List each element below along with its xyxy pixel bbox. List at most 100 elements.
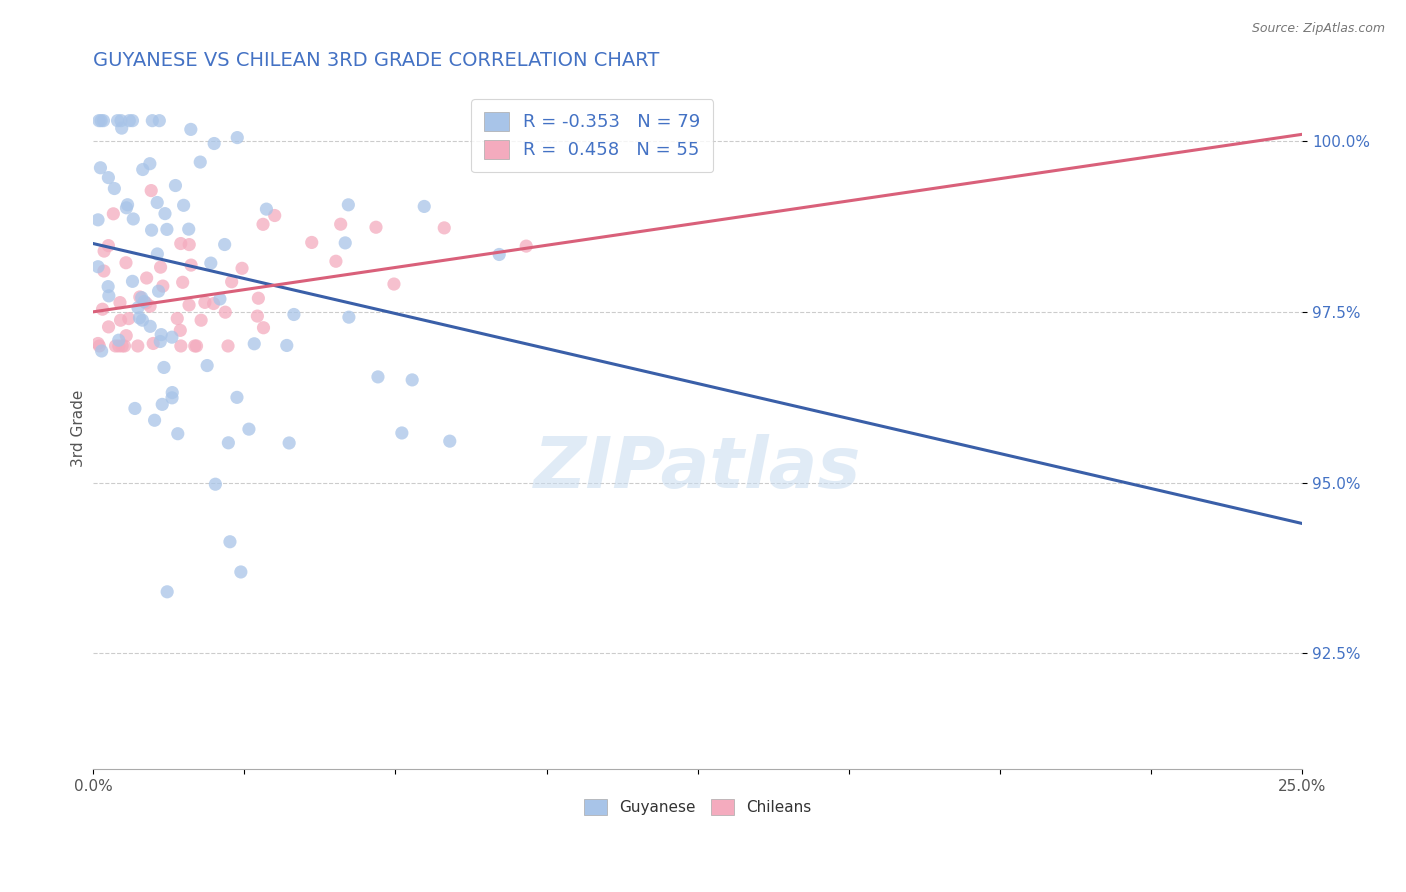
Point (117, 198, 139, 212)
Point (153, 206, 176, 220)
Point (382, 277, 405, 291)
Point (146, 195, 169, 210)
Point (118, 311, 141, 326)
Point (172, 275, 194, 289)
Point (103, 181, 125, 195)
Point (107, 339, 129, 353)
Point (89, 161, 111, 175)
Point (150, 327, 173, 342)
Point (131, 291, 153, 305)
Point (139, 319, 162, 334)
Point (121, 113, 143, 128)
Point (217, 339, 239, 353)
Point (90, 343, 112, 358)
Point (226, 130, 249, 145)
Point (141, 223, 163, 237)
Point (160, 391, 183, 405)
Point (337, 198, 360, 212)
Point (97, 279, 120, 293)
Point (127, 301, 149, 315)
Point (184, 339, 207, 353)
Point (142, 336, 165, 351)
Point (128, 310, 150, 325)
Point (139, 299, 162, 313)
Point (364, 220, 387, 235)
Point (153, 360, 176, 375)
Point (146, 247, 169, 261)
Point (401, 373, 423, 387)
Point (337, 310, 360, 325)
Point (391, 425, 413, 440)
Point (254, 202, 277, 216)
Point (141, 184, 163, 198)
Point (156, 584, 179, 599)
Point (202, 136, 225, 151)
Point (103, 207, 125, 221)
Point (202, 296, 225, 310)
Point (87, 260, 110, 274)
Point (190, 313, 212, 327)
Point (413, 199, 436, 213)
Point (93, 113, 115, 128)
Point (131, 313, 153, 327)
Point (214, 305, 236, 319)
Point (252, 320, 274, 334)
Text: GUYANESE VS CHILEAN 3RD GRADE CORRELATION CHART: GUYANESE VS CHILEAN 3RD GRADE CORRELATIO… (93, 51, 659, 70)
Point (93, 244, 115, 259)
Point (243, 336, 266, 351)
Point (111, 339, 134, 353)
Point (170, 339, 193, 353)
Point (217, 435, 239, 450)
Point (143, 413, 166, 427)
Point (276, 338, 298, 352)
Point (108, 295, 131, 310)
Text: ZIPatlas: ZIPatlas (534, 434, 862, 503)
Point (180, 258, 202, 272)
Point (118, 113, 141, 128)
Point (122, 211, 145, 226)
Point (124, 401, 146, 416)
Point (141, 113, 163, 128)
Point (229, 565, 252, 579)
Point (104, 339, 127, 353)
Point (246, 309, 269, 323)
Point (166, 311, 188, 326)
Point (188, 155, 211, 169)
Point (148, 113, 170, 128)
Point (110, 113, 132, 128)
Point (87, 336, 110, 351)
Legend: Guyanese, Chileans: Guyanese, Chileans (576, 791, 818, 823)
Point (177, 298, 200, 312)
Point (149, 260, 172, 275)
Point (208, 292, 231, 306)
Point (111, 121, 134, 136)
Point (439, 434, 461, 449)
Point (148, 284, 170, 298)
Point (179, 237, 201, 252)
Point (87, 113, 110, 128)
Point (173, 198, 195, 212)
Point (150, 397, 173, 411)
Point (170, 236, 193, 251)
Point (329, 217, 352, 231)
Point (166, 426, 188, 441)
Point (247, 291, 270, 305)
Point (152, 279, 174, 293)
Text: Source: ZipAtlas.com: Source: ZipAtlas.com (1251, 22, 1385, 36)
Point (195, 359, 218, 373)
Point (238, 422, 260, 436)
Point (200, 256, 222, 270)
Point (127, 339, 149, 353)
Point (162, 385, 184, 400)
Point (115, 256, 138, 270)
Point (186, 339, 208, 353)
Point (115, 201, 138, 215)
Point (107, 113, 129, 128)
Point (128, 290, 150, 304)
Point (433, 220, 456, 235)
Point (263, 209, 285, 223)
Point (515, 239, 537, 253)
Point (97, 289, 120, 303)
Point (278, 436, 301, 450)
Point (132, 162, 155, 177)
